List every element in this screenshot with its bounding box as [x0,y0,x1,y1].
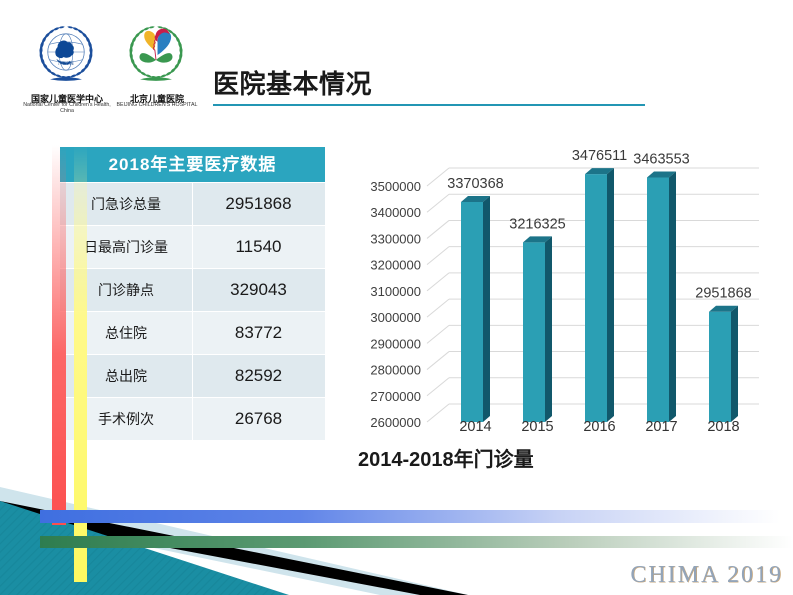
svg-text:2017: 2017 [645,419,677,435]
svg-text:3000000: 3000000 [370,310,421,325]
svg-text:2014: 2014 [459,419,491,435]
svg-text:3476511: 3476511 [572,148,627,164]
svg-text:2700000: 2700000 [370,389,421,404]
svg-text:2600000: 2600000 [370,415,421,430]
svg-text:2018: 2018 [707,419,739,435]
svg-text:2016: 2016 [583,419,615,435]
svg-text:3400000: 3400000 [370,205,421,220]
svg-text:3500000: 3500000 [370,179,421,194]
svg-text:3370368: 3370368 [447,176,503,192]
svg-text:NCCH: NCCH [58,61,75,67]
svg-text:3216325: 3216325 [509,216,565,232]
svg-text:3100000: 3100000 [370,284,421,299]
svg-text:2015: 2015 [521,419,553,435]
svg-text:2800000: 2800000 [370,363,421,378]
svg-text:2900000: 2900000 [370,336,421,351]
svg-text:3463553: 3463553 [633,152,689,168]
svg-text:3300000: 3300000 [370,231,421,246]
svg-text:3200000: 3200000 [370,258,421,273]
svg-text:2951868: 2951868 [695,286,751,302]
